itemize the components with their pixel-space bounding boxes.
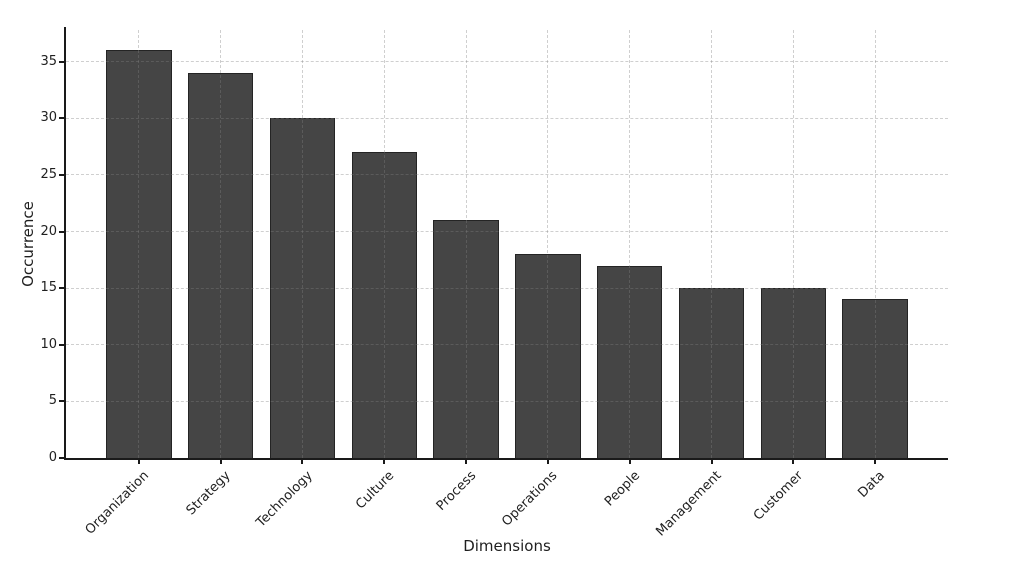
bars-layer	[66, 30, 948, 458]
plot-area	[59, 27, 948, 464]
x-axis-spine	[64, 458, 948, 460]
y-tick-label-20: 20	[40, 223, 57, 239]
bar-operations	[515, 254, 581, 458]
x-tick-label-management: Management	[653, 468, 725, 540]
x-axis-label: Dimensions	[463, 537, 551, 555]
y-tick-mark-10	[59, 343, 64, 346]
bar-culture	[351, 152, 417, 458]
bar-customer	[760, 288, 827, 458]
y-tick-mark-35	[59, 60, 64, 63]
bar-process	[433, 220, 499, 458]
y-tick-mark-5	[59, 400, 64, 403]
x-tick-label-strategy: Strategy	[183, 468, 234, 519]
x-tick-mark-5	[546, 460, 549, 464]
x-tick-label-organization: Organization	[82, 468, 152, 538]
y-tick-label-25: 25	[40, 166, 57, 182]
y-tick-mark-25	[59, 173, 64, 176]
x-tick-mark-4	[465, 460, 468, 464]
y-tick-labels: 0 5 10 15 20 25 30 35	[0, 30, 57, 465]
x-tick-mark-9	[874, 460, 877, 464]
x-tick-label-process: Process	[433, 468, 479, 514]
bar-organization	[106, 50, 172, 458]
x-tick-label-technology: Technology	[253, 468, 316, 531]
y-tick-mark-30	[59, 117, 64, 120]
bar-people	[597, 265, 663, 458]
y-tick-label-15: 15	[40, 280, 57, 296]
y-tick-mark-0	[59, 457, 64, 459]
axes-spines	[59, 27, 948, 464]
x-tick-label-culture: Culture	[353, 468, 398, 513]
y-tick-label-35: 35	[40, 53, 57, 69]
y-tick-label-10: 10	[40, 336, 57, 352]
y-tick-label-0: 0	[48, 450, 57, 465]
x-tick-mark-3	[383, 460, 386, 464]
x-tick-label-operations: Operations	[499, 468, 561, 530]
bar-strategy	[187, 73, 254, 458]
y-tick-mark-20	[59, 230, 64, 233]
bar-management	[678, 288, 745, 458]
y-tick-label-5: 5	[48, 393, 57, 409]
bar-technology	[269, 118, 336, 458]
x-tick-label-customer: Customer	[751, 468, 807, 524]
y-tick-label-30: 30	[40, 110, 57, 126]
y-tick-mark-15	[59, 287, 64, 290]
bar-data	[842, 299, 908, 458]
x-tick-mark-0	[137, 460, 140, 464]
x-tick-mark-6	[628, 460, 631, 464]
x-tick-mark-7	[710, 460, 713, 464]
x-tick-label-data: Data	[855, 468, 889, 501]
y-axis-spine	[64, 27, 66, 460]
x-tick-mark-1	[219, 460, 222, 464]
x-tick-mark-8	[792, 460, 795, 464]
x-tick-mark-2	[301, 460, 304, 464]
x-tick-label-people: People	[601, 468, 643, 510]
